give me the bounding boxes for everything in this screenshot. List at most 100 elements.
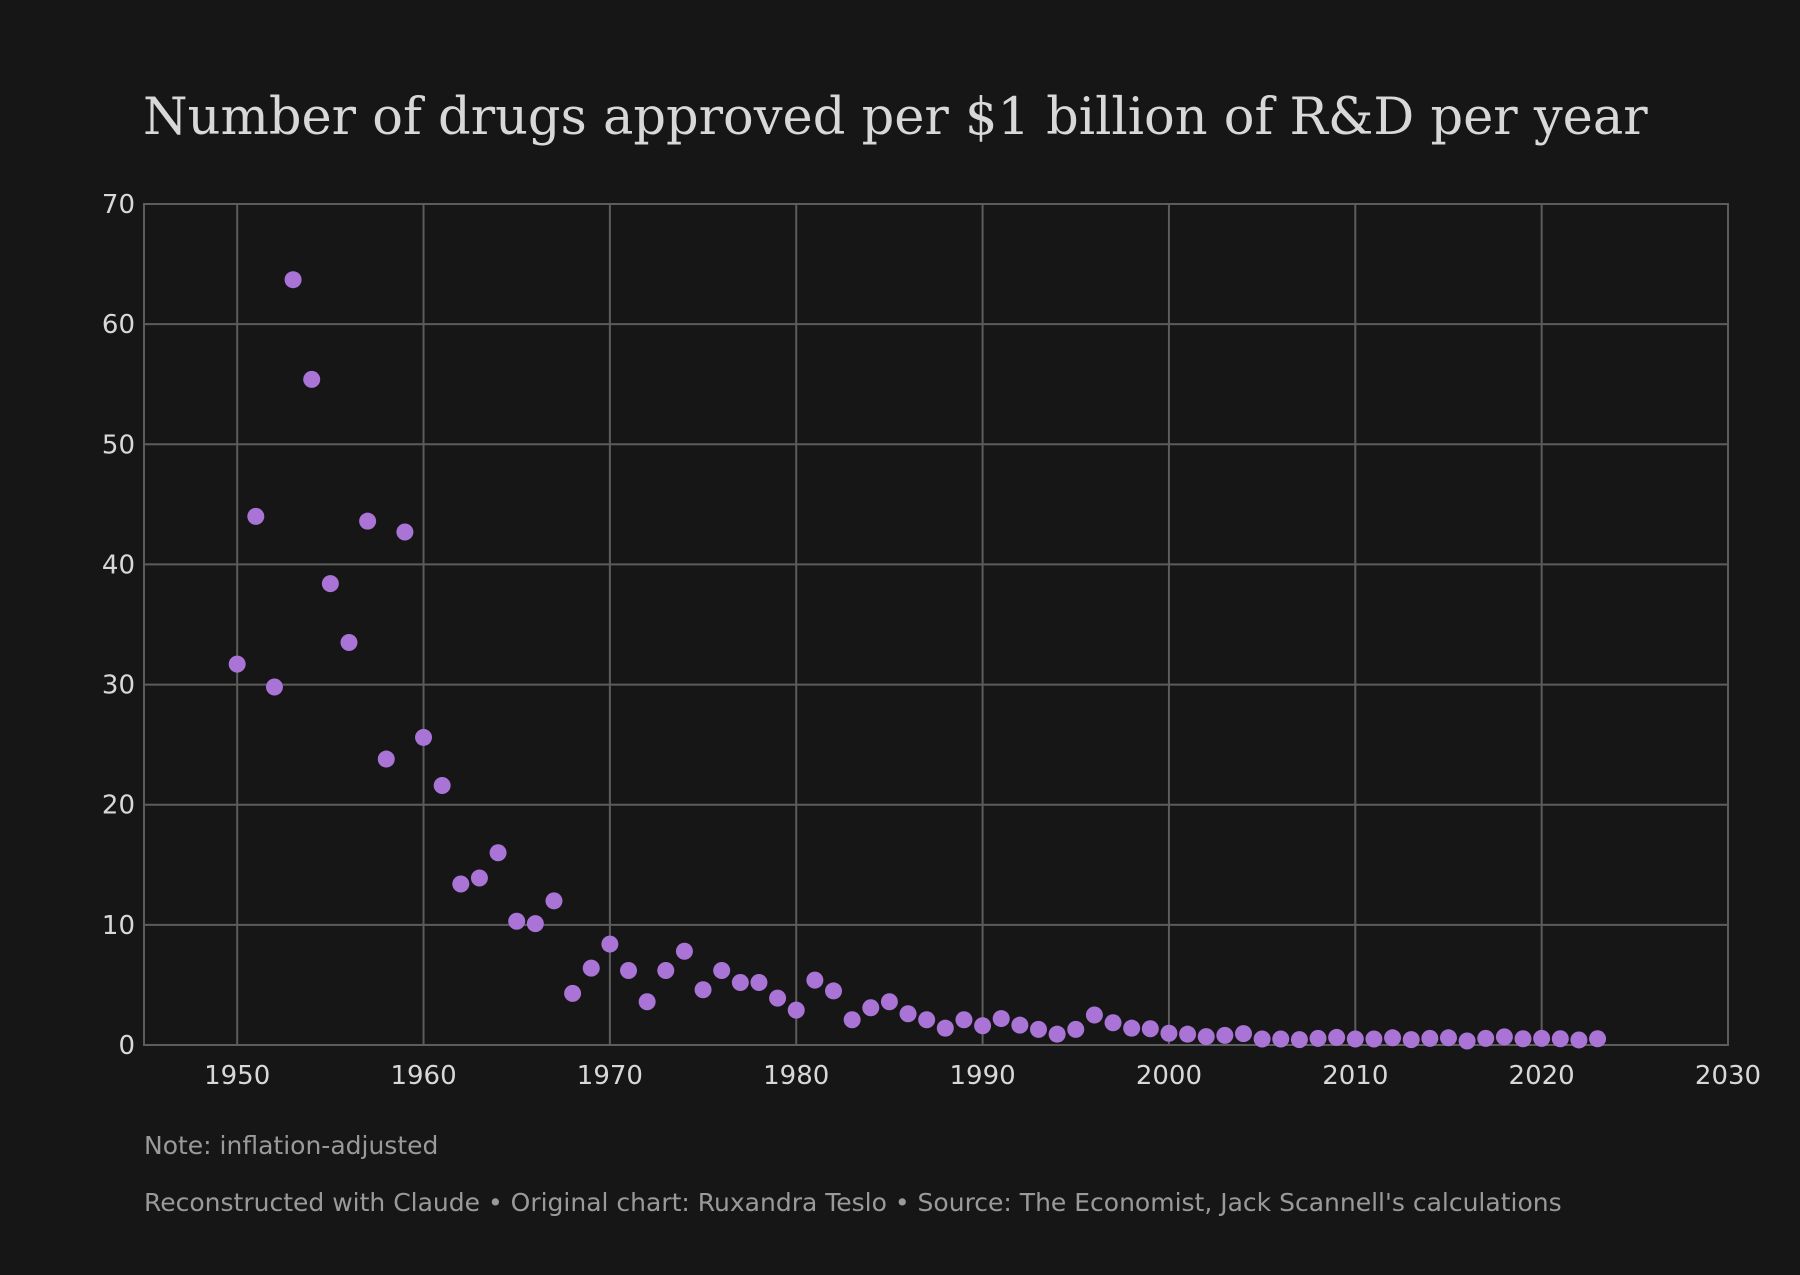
y-tick-label: 20 [102, 791, 135, 821]
data-point [284, 271, 302, 289]
data-point [862, 999, 880, 1017]
data-point [377, 750, 395, 768]
data-point [1216, 1026, 1234, 1044]
data-point [1179, 1025, 1197, 1043]
x-axis-ticks: 1950 1960 1970 1980 1990 2000 2010 2020 2030 [204, 1061, 1761, 1091]
data-point [806, 971, 824, 989]
data-point [582, 959, 600, 977]
data-point [1234, 1025, 1252, 1043]
data-point [974, 1017, 992, 1035]
source-credit: Reconstructed with Claude • Original cha… [144, 1188, 1562, 1217]
data-point [620, 962, 638, 980]
data-point [1533, 1029, 1551, 1047]
data-points [228, 271, 1607, 1050]
data-point [228, 655, 246, 673]
data-point [1253, 1030, 1271, 1048]
x-tick-label: 1990 [950, 1061, 1016, 1091]
y-tick-label: 10 [102, 911, 135, 941]
plot-frame [143, 203, 1729, 1046]
data-point [247, 507, 265, 525]
data-point [1309, 1029, 1327, 1047]
data-point [601, 935, 619, 953]
data-point [1141, 1020, 1159, 1038]
data-point [359, 512, 377, 530]
data-point [415, 728, 433, 746]
data-point [1570, 1031, 1588, 1049]
data-point [1067, 1020, 1085, 1038]
data-point [564, 984, 582, 1002]
data-point [955, 1011, 973, 1029]
data-point [396, 523, 414, 541]
data-point [1328, 1028, 1346, 1046]
data-point [1104, 1014, 1122, 1032]
data-point [1029, 1020, 1047, 1038]
data-point [1384, 1029, 1402, 1047]
data-point [1272, 1030, 1290, 1048]
data-point [433, 776, 451, 794]
data-point [452, 875, 470, 893]
data-point [1365, 1030, 1383, 1048]
data-point [1402, 1031, 1420, 1049]
y-tick-label: 60 [102, 310, 135, 340]
data-point [265, 678, 283, 696]
x-tick-label: 1970 [577, 1061, 643, 1091]
data-point [545, 892, 563, 910]
data-point [843, 1011, 861, 1029]
data-point [694, 981, 712, 999]
grid-lines [144, 204, 1728, 1045]
x-tick-label: 2010 [1322, 1061, 1388, 1091]
data-point [1290, 1031, 1308, 1049]
data-point [1346, 1030, 1364, 1048]
chart-title: Number of drugs approved per $1 billion … [143, 88, 1648, 147]
x-tick-label: 1960 [390, 1061, 456, 1091]
y-tick-label: 50 [102, 430, 135, 460]
data-point [303, 370, 321, 388]
data-point [675, 942, 693, 960]
data-point [880, 993, 898, 1011]
data-point [526, 915, 544, 933]
data-point [321, 575, 339, 593]
data-point [918, 1011, 936, 1029]
y-tick-label: 40 [102, 550, 135, 580]
data-point [1589, 1030, 1607, 1048]
data-point [657, 962, 675, 980]
x-tick-label: 2020 [1509, 1061, 1575, 1091]
data-point [769, 989, 787, 1007]
x-tick-label: 2030 [1695, 1061, 1761, 1091]
data-point [638, 993, 656, 1011]
data-point [1011, 1016, 1029, 1034]
data-point [1085, 1006, 1103, 1024]
y-tick-label: 0 [118, 1031, 135, 1061]
y-tick-label: 70 [102, 190, 135, 220]
data-point [992, 1010, 1010, 1028]
data-point [936, 1019, 954, 1037]
data-point [1421, 1029, 1439, 1047]
x-tick-label: 2000 [1136, 1061, 1202, 1091]
y-axis-ticks: 0 10 20 30 40 50 60 70 [102, 190, 135, 1061]
data-point [787, 1001, 805, 1019]
data-point [1048, 1025, 1066, 1043]
data-point [1458, 1032, 1476, 1050]
data-point [713, 962, 731, 980]
data-point [1197, 1028, 1215, 1046]
data-point [1160, 1024, 1178, 1042]
data-point [825, 982, 843, 1000]
data-point [470, 869, 488, 887]
data-point [489, 844, 507, 862]
data-point [1495, 1028, 1513, 1046]
data-point [1551, 1030, 1569, 1048]
x-tick-label: 1950 [204, 1061, 270, 1091]
data-point [1514, 1030, 1532, 1048]
y-tick-label: 30 [102, 671, 135, 701]
data-point [1477, 1029, 1495, 1047]
footnote: Note: inflation-adjusted [144, 1131, 439, 1160]
data-point [750, 974, 768, 992]
data-point [899, 1005, 917, 1023]
data-point [1123, 1019, 1141, 1037]
x-tick-label: 1980 [763, 1061, 829, 1091]
data-point [1439, 1029, 1457, 1047]
data-point [731, 974, 749, 992]
data-point [340, 634, 358, 652]
data-point [508, 912, 526, 930]
